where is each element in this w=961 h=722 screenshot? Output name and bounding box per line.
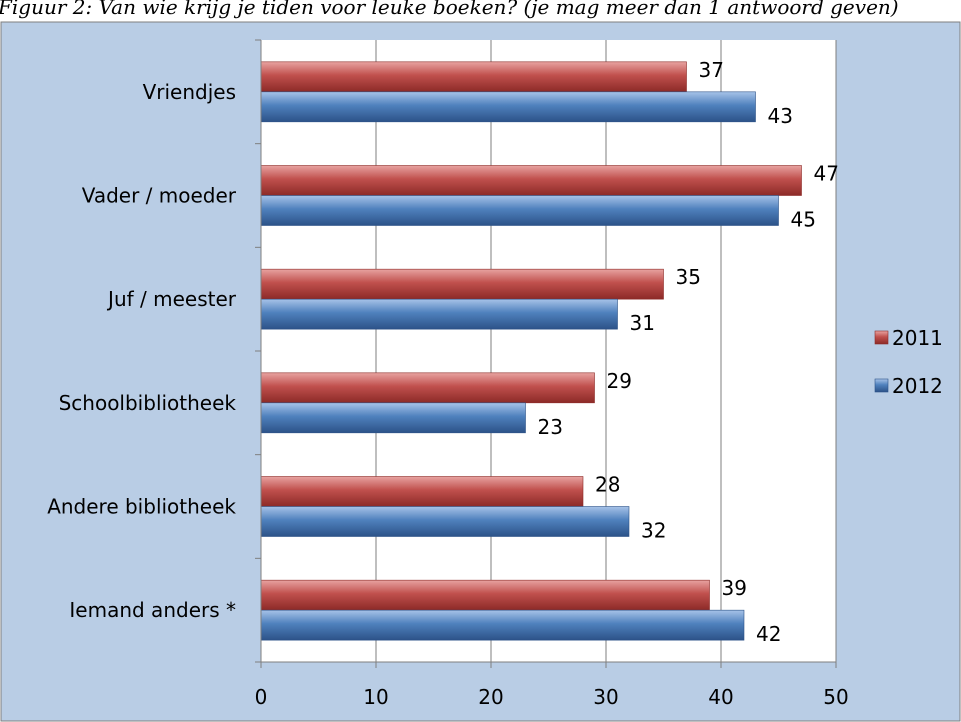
plot-area	[261, 40, 836, 662]
data-label: 39	[722, 576, 747, 600]
data-label: 28	[595, 473, 620, 497]
bar-2012	[260, 195, 779, 226]
category-label: Vader / moeder	[82, 184, 237, 208]
bar-2012	[260, 609, 745, 641]
legend-label: 2012	[892, 374, 943, 398]
category-label: Juf / meester	[106, 287, 237, 311]
category-label: Andere bibliotheek	[47, 495, 236, 519]
bar-2012	[260, 402, 526, 434]
data-label: 32	[641, 519, 666, 543]
legend-label: 2011	[892, 326, 943, 350]
bar-2011	[260, 476, 584, 507]
data-label: 47	[814, 162, 839, 186]
x-tick-label: 50	[823, 685, 848, 709]
data-label: 23	[538, 415, 563, 439]
bar-2012	[260, 506, 630, 537]
bar-2011	[260, 579, 710, 611]
bars	[260, 61, 802, 641]
data-label: 35	[676, 265, 701, 289]
data-label: 45	[791, 208, 816, 232]
data-label: 37	[699, 58, 724, 82]
x-tick-label: 40	[708, 685, 733, 709]
labels: 0 10 20 30 40 50 Vriendjes 37 43 Vader / moeder 47…	[47, 58, 849, 709]
figure-caption: Figuur 2: Van wie krijg je tiden voor le…	[0, 0, 899, 19]
bar-2011	[260, 61, 687, 93]
bar-2012	[260, 298, 618, 330]
data-label: 42	[756, 622, 781, 646]
x-tick-label: 10	[363, 685, 388, 709]
legend: 2011 2012	[874, 326, 943, 398]
legend-swatch	[874, 330, 889, 345]
bar-2011	[260, 268, 664, 300]
category-label: Iemand anders *	[69, 598, 236, 622]
axes	[255, 39, 837, 668]
x-tick-label: 0	[255, 685, 268, 709]
x-tick-label: 30	[593, 685, 618, 709]
bar-2011	[260, 165, 802, 196]
data-label: 43	[768, 104, 793, 128]
data-label: 31	[630, 311, 655, 335]
legend-swatch	[874, 378, 889, 393]
category-label: Schoolbibliotheek	[59, 391, 237, 415]
bar-2011	[260, 372, 595, 404]
x-tick-label: 20	[478, 685, 503, 709]
bar-2012	[260, 91, 756, 123]
data-label: 29	[607, 369, 632, 393]
gridlines	[375, 40, 837, 662]
category-label: Vriendjes	[143, 80, 236, 104]
